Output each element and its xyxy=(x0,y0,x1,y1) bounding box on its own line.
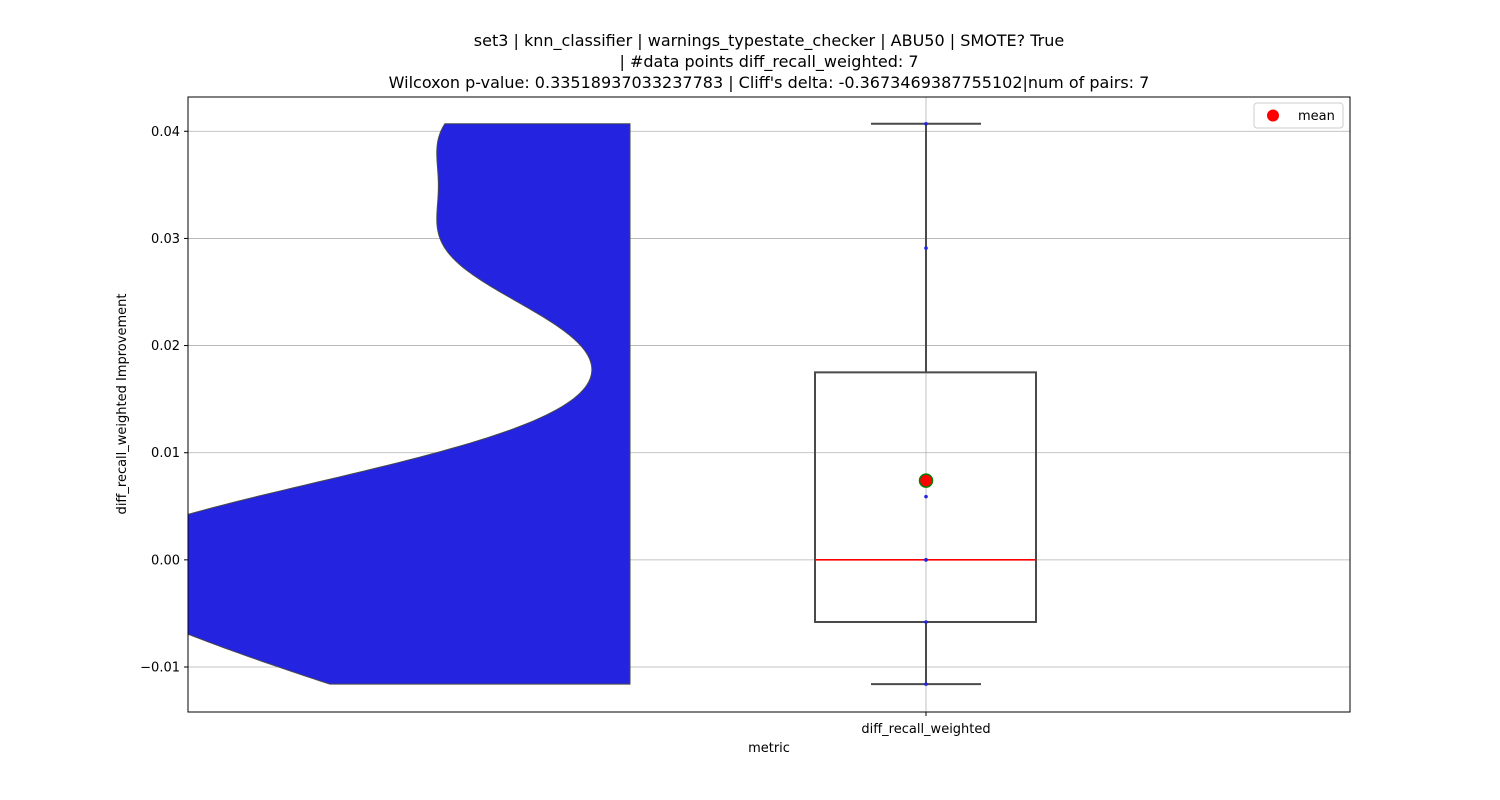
y-axis-label: diff_recall_weighted Improvement xyxy=(115,294,130,515)
x-axis-label: metric xyxy=(748,741,790,756)
data-point-1 xyxy=(924,620,928,624)
data-point-4 xyxy=(924,495,928,499)
data-point-0 xyxy=(924,682,928,686)
y-tick-label-5: 0.04 xyxy=(151,125,180,140)
title-line-2: | #data points diff_recall_weighted: 7 xyxy=(619,52,918,72)
title-line-1: set3 | knn_classifier | warnings_typesta… xyxy=(474,31,1064,51)
y-tick-label-0: −0.01 xyxy=(140,661,180,676)
y-tick-label-4: 0.03 xyxy=(151,232,180,247)
violin-body xyxy=(85,124,630,684)
y-tick-label-3: 0.02 xyxy=(151,339,180,354)
title-line-3: Wilcoxon p-value: 0.33518937033237783 | … xyxy=(389,73,1150,92)
violin xyxy=(85,124,630,684)
legend-mean-label: mean xyxy=(1298,109,1335,124)
legend: mean xyxy=(1254,103,1343,128)
mean-marker xyxy=(920,474,933,487)
x-tick-label-0: diff_recall_weighted xyxy=(861,722,990,737)
x-ticks: diff_recall_weighted xyxy=(861,712,990,737)
data-point-6 xyxy=(924,122,928,126)
data-point-3 xyxy=(924,558,928,562)
box-plot xyxy=(815,124,1036,684)
y-ticks: −0.01 0.00 0.01 0.02 0.03 0.04 xyxy=(140,125,188,676)
chart-title: set3 | knn_classifier | warnings_typesta… xyxy=(389,31,1150,92)
legend-mean-marker xyxy=(1267,110,1279,122)
y-tick-label-2: 0.01 xyxy=(151,446,180,461)
data-point-5 xyxy=(924,246,928,250)
y-tick-label-1: 0.00 xyxy=(151,553,180,568)
